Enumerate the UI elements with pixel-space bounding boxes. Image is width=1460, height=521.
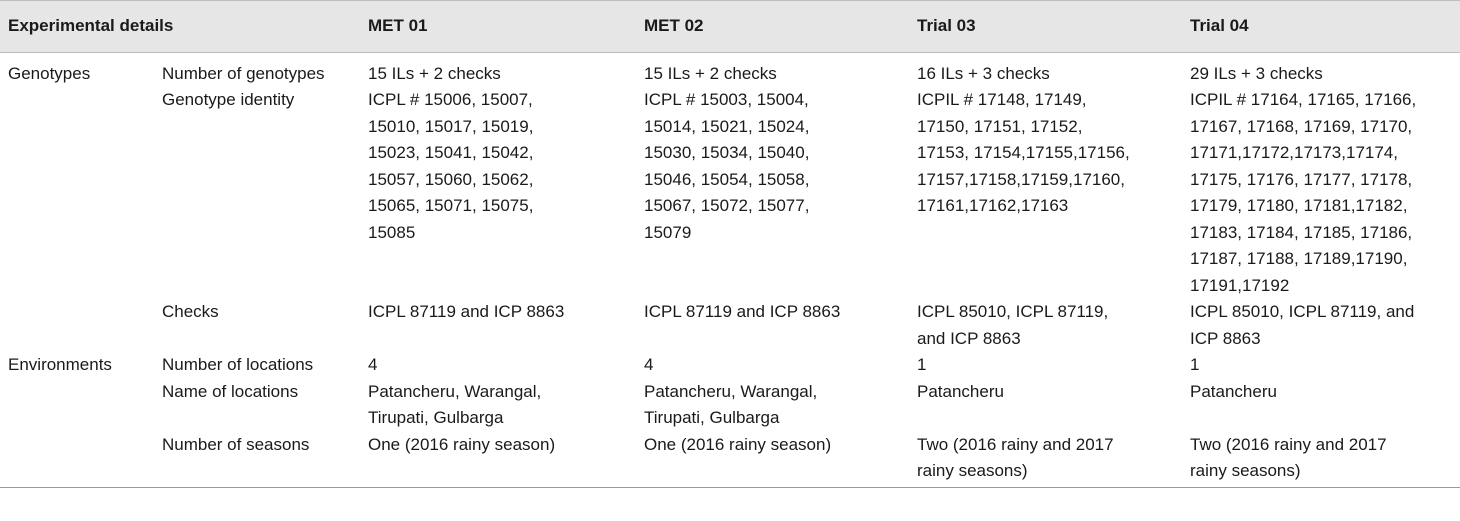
group-genotypes: Genotypes [8,63,91,83]
header-met02: MET 02 [636,0,909,53]
cell-trial04: Two (2016 rainy and 2017 rainy seasons) [1182,431,1460,488]
cell-met01: ICPL # 15006, 15007, 15010, 15017, 15019… [368,90,534,242]
row-label: Number of locations [162,355,314,374]
cell-trial03: ICPIL # 17148, 17149, 17150, 17151, 1715… [917,90,1130,215]
group-empty [0,431,154,488]
header-row: Experimental details MET 01 MET 02 Trial… [0,0,1460,53]
cell-trial03: ICPL 85010, ICPL 87119, and ICP 8863 [917,302,1109,348]
cell-trial04: 1 [1190,355,1200,374]
cell-trial03: Patancheru [917,381,1004,401]
cell-met01: ICPL 87119 and ICP 8863 [368,302,565,321]
table-header: Experimental details MET 01 MET 02 Trial… [0,0,1460,53]
cell-trial03: 1 [917,355,927,374]
cell-trial04: ICPIL # 17164, 17165, 17166, 17167, 1716… [1190,90,1417,295]
group-empty [0,299,154,352]
header-experimental-details: Experimental details [0,0,360,53]
table-row: Environments Number of locations 4 4 1 1 [0,352,1460,379]
cell-met02: Patancheru, Warangal, Tirupati, Gulbarga [644,381,818,428]
cell-met01: One (2016 rainy season) [360,431,636,488]
group-empty [0,87,154,299]
group-environments: Environments [8,355,112,374]
table-body: Genotypes Number of genotypes 15 ILs + 2… [0,52,1460,488]
row-label: Number of seasons [154,431,360,488]
cell-met01: 15 ILs + 2 checks [368,63,501,83]
cell-trial04: 29 ILs + 3 checks [1190,63,1323,83]
header-met01: MET 01 [360,0,636,53]
table-row: Name of locations Patancheru, Warangal, … [0,379,1460,432]
cell-met02: ICPL # 15003, 15004, 15014, 15021, 15024… [644,90,810,242]
header-trial03: Trial 03 [909,0,1182,53]
cell-met02: 15 ILs + 2 checks [644,63,777,83]
cell-trial04: ICPL 85010, ICPL 87119, and ICP 8863 [1190,302,1415,348]
cell-trial03: Two (2016 rainy and 2017 rainy seasons) [909,431,1182,488]
table-row: Genotype identity ICPL # 15006, 15007, 1… [0,87,1460,299]
experimental-details-table: Experimental details MET 01 MET 02 Trial… [0,0,1460,488]
cell-trial03: 16 ILs + 3 checks [917,63,1050,83]
header-trial04: Trial 04 [1182,0,1460,53]
cell-met02: One (2016 rainy season) [636,431,909,488]
cell-met02: ICPL 87119 and ICP 8863 [644,302,841,321]
row-label: Genotype identity [162,90,295,109]
row-label: Name of locations [162,381,299,401]
cell-trial04: Patancheru [1190,381,1277,401]
cell-met02: 4 [644,355,654,374]
table-row: Genotypes Number of genotypes 15 ILs + 2… [0,52,1460,87]
table-row: Checks ICPL 87119 and ICP 8863 ICPL 8711… [0,299,1460,352]
group-empty [0,379,154,432]
row-label: Checks [162,302,219,321]
cell-met01: Patancheru, Warangal, Tirupati, Gulbarga [368,381,542,428]
table-row: Number of seasons One (2016 rainy season… [0,431,1460,488]
cell-met01: 4 [368,355,378,374]
row-label: Number of genotypes [162,63,325,83]
